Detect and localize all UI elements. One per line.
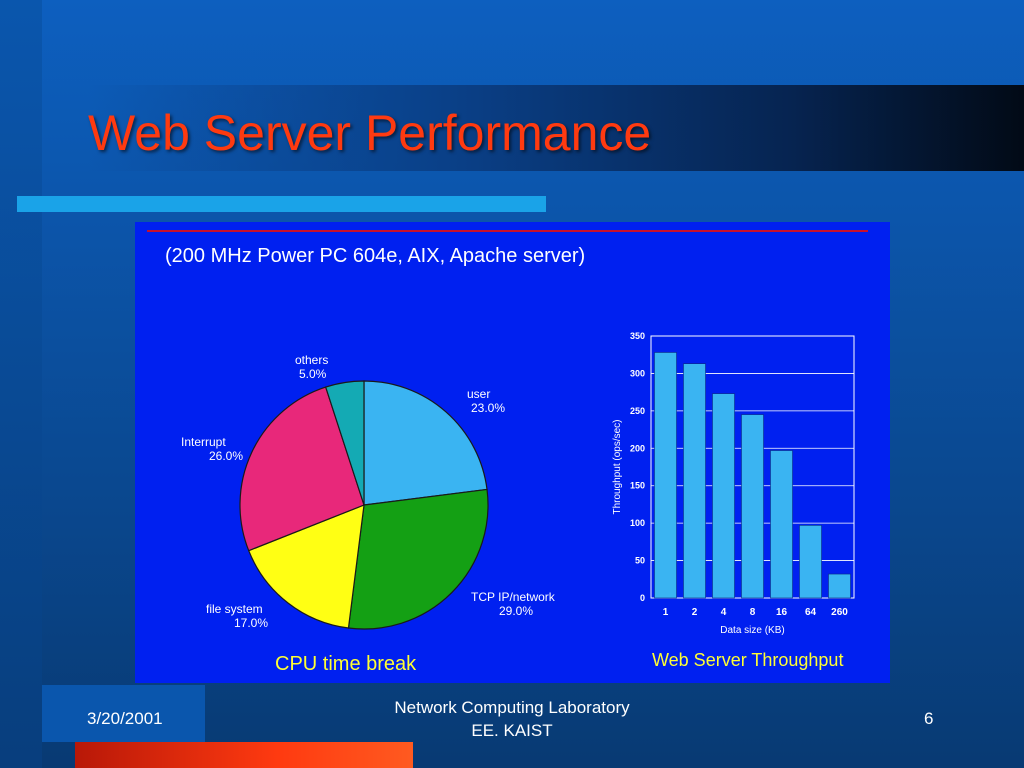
footer-lab: Network Computing Laboratory EE. KAIST (340, 696, 684, 742)
bar-xtick-label: 2 (692, 607, 698, 618)
bar-xtick-label: 8 (750, 607, 756, 618)
pie-pct-others: 5.0% (299, 367, 327, 381)
footer-date: 3/20/2001 (87, 709, 163, 728)
bar-ylabel: Throughput (ops/sec) (612, 419, 623, 514)
bar-xtick-label: 1 (663, 607, 669, 618)
bar-8 (741, 414, 764, 599)
pie-slice-interrupt (239, 386, 365, 552)
pie-label-tcp-ip-network: TCP IP/network (471, 590, 556, 604)
bar-xtick-label: 64 (805, 607, 817, 618)
footer-red-bar (75, 742, 413, 768)
bar-ytick-label: 250 (630, 406, 645, 416)
bar-2 (683, 363, 706, 599)
bar-64 (799, 525, 822, 599)
pie-slice-file-system (247, 504, 365, 629)
pie-pct-file-system: 17.0% (234, 616, 268, 630)
footer-lab-line2: EE. KAIST (471, 721, 553, 740)
pie-slice-others (324, 380, 365, 506)
slide-title: Web Server Performance (88, 105, 652, 161)
bar-xtick-label: 260 (831, 607, 848, 618)
throughput-bar-chart: 0 50 100 150 200 250 300 350 1 2 4 8 16 64 260 Data siz… (612, 331, 855, 636)
footer-page-number: 6 (924, 709, 934, 728)
figure-panel: (200 MHz Power PC 604e, AIX, Apache serv… (135, 222, 890, 683)
footer-lab-line1: Network Computing Laboratory (394, 698, 630, 717)
bar-1 (654, 352, 677, 599)
bar-ytick-label: 150 (630, 481, 645, 491)
bar-ytick-label: 350 (630, 331, 645, 341)
bar-ytick-label: 200 (630, 443, 645, 453)
bar-4 (712, 393, 735, 599)
pie-pct-user: 23.0% (471, 401, 505, 415)
title-band (88, 85, 1024, 171)
footer-date-box (42, 685, 205, 742)
bar-16 (770, 450, 793, 599)
figure-svg: (200 MHz Power PC 604e, AIX, Apache serv… (147, 230, 868, 675)
bar-xtick-label: 16 (776, 607, 788, 618)
pie-label-interrupt: Interrupt (181, 435, 226, 449)
bar-260 (828, 573, 851, 599)
pie-slice-tcp-ip-network (347, 488, 489, 630)
bar-ytick-label: 100 (630, 518, 645, 528)
pie-label-user: user (467, 387, 490, 401)
bar-xlabel: Data size (KB) (720, 625, 784, 636)
bar-chart-title: Web Server Throughput (652, 650, 843, 670)
figure-subtitle: (200 MHz Power PC 604e, AIX, Apache serv… (165, 245, 585, 267)
pie-chart-title: CPU time break (275, 653, 417, 675)
bar-ytick-label: 50 (635, 556, 645, 566)
bar-xtick-label: 4 (721, 607, 727, 618)
bar-ytick-label: 0 (640, 593, 645, 603)
bar-ytick-label: 300 (630, 368, 645, 378)
pie-pct-tcp-ip-network: 29.0% (499, 604, 533, 618)
pie-slice-user (363, 380, 488, 506)
accent-bar (17, 196, 546, 212)
pie-pct-interrupt: 26.0% (209, 449, 243, 463)
pie-label-file-system: file system (206, 602, 263, 616)
pie-label-others: others (295, 353, 328, 367)
left-decor-strip (0, 0, 42, 768)
